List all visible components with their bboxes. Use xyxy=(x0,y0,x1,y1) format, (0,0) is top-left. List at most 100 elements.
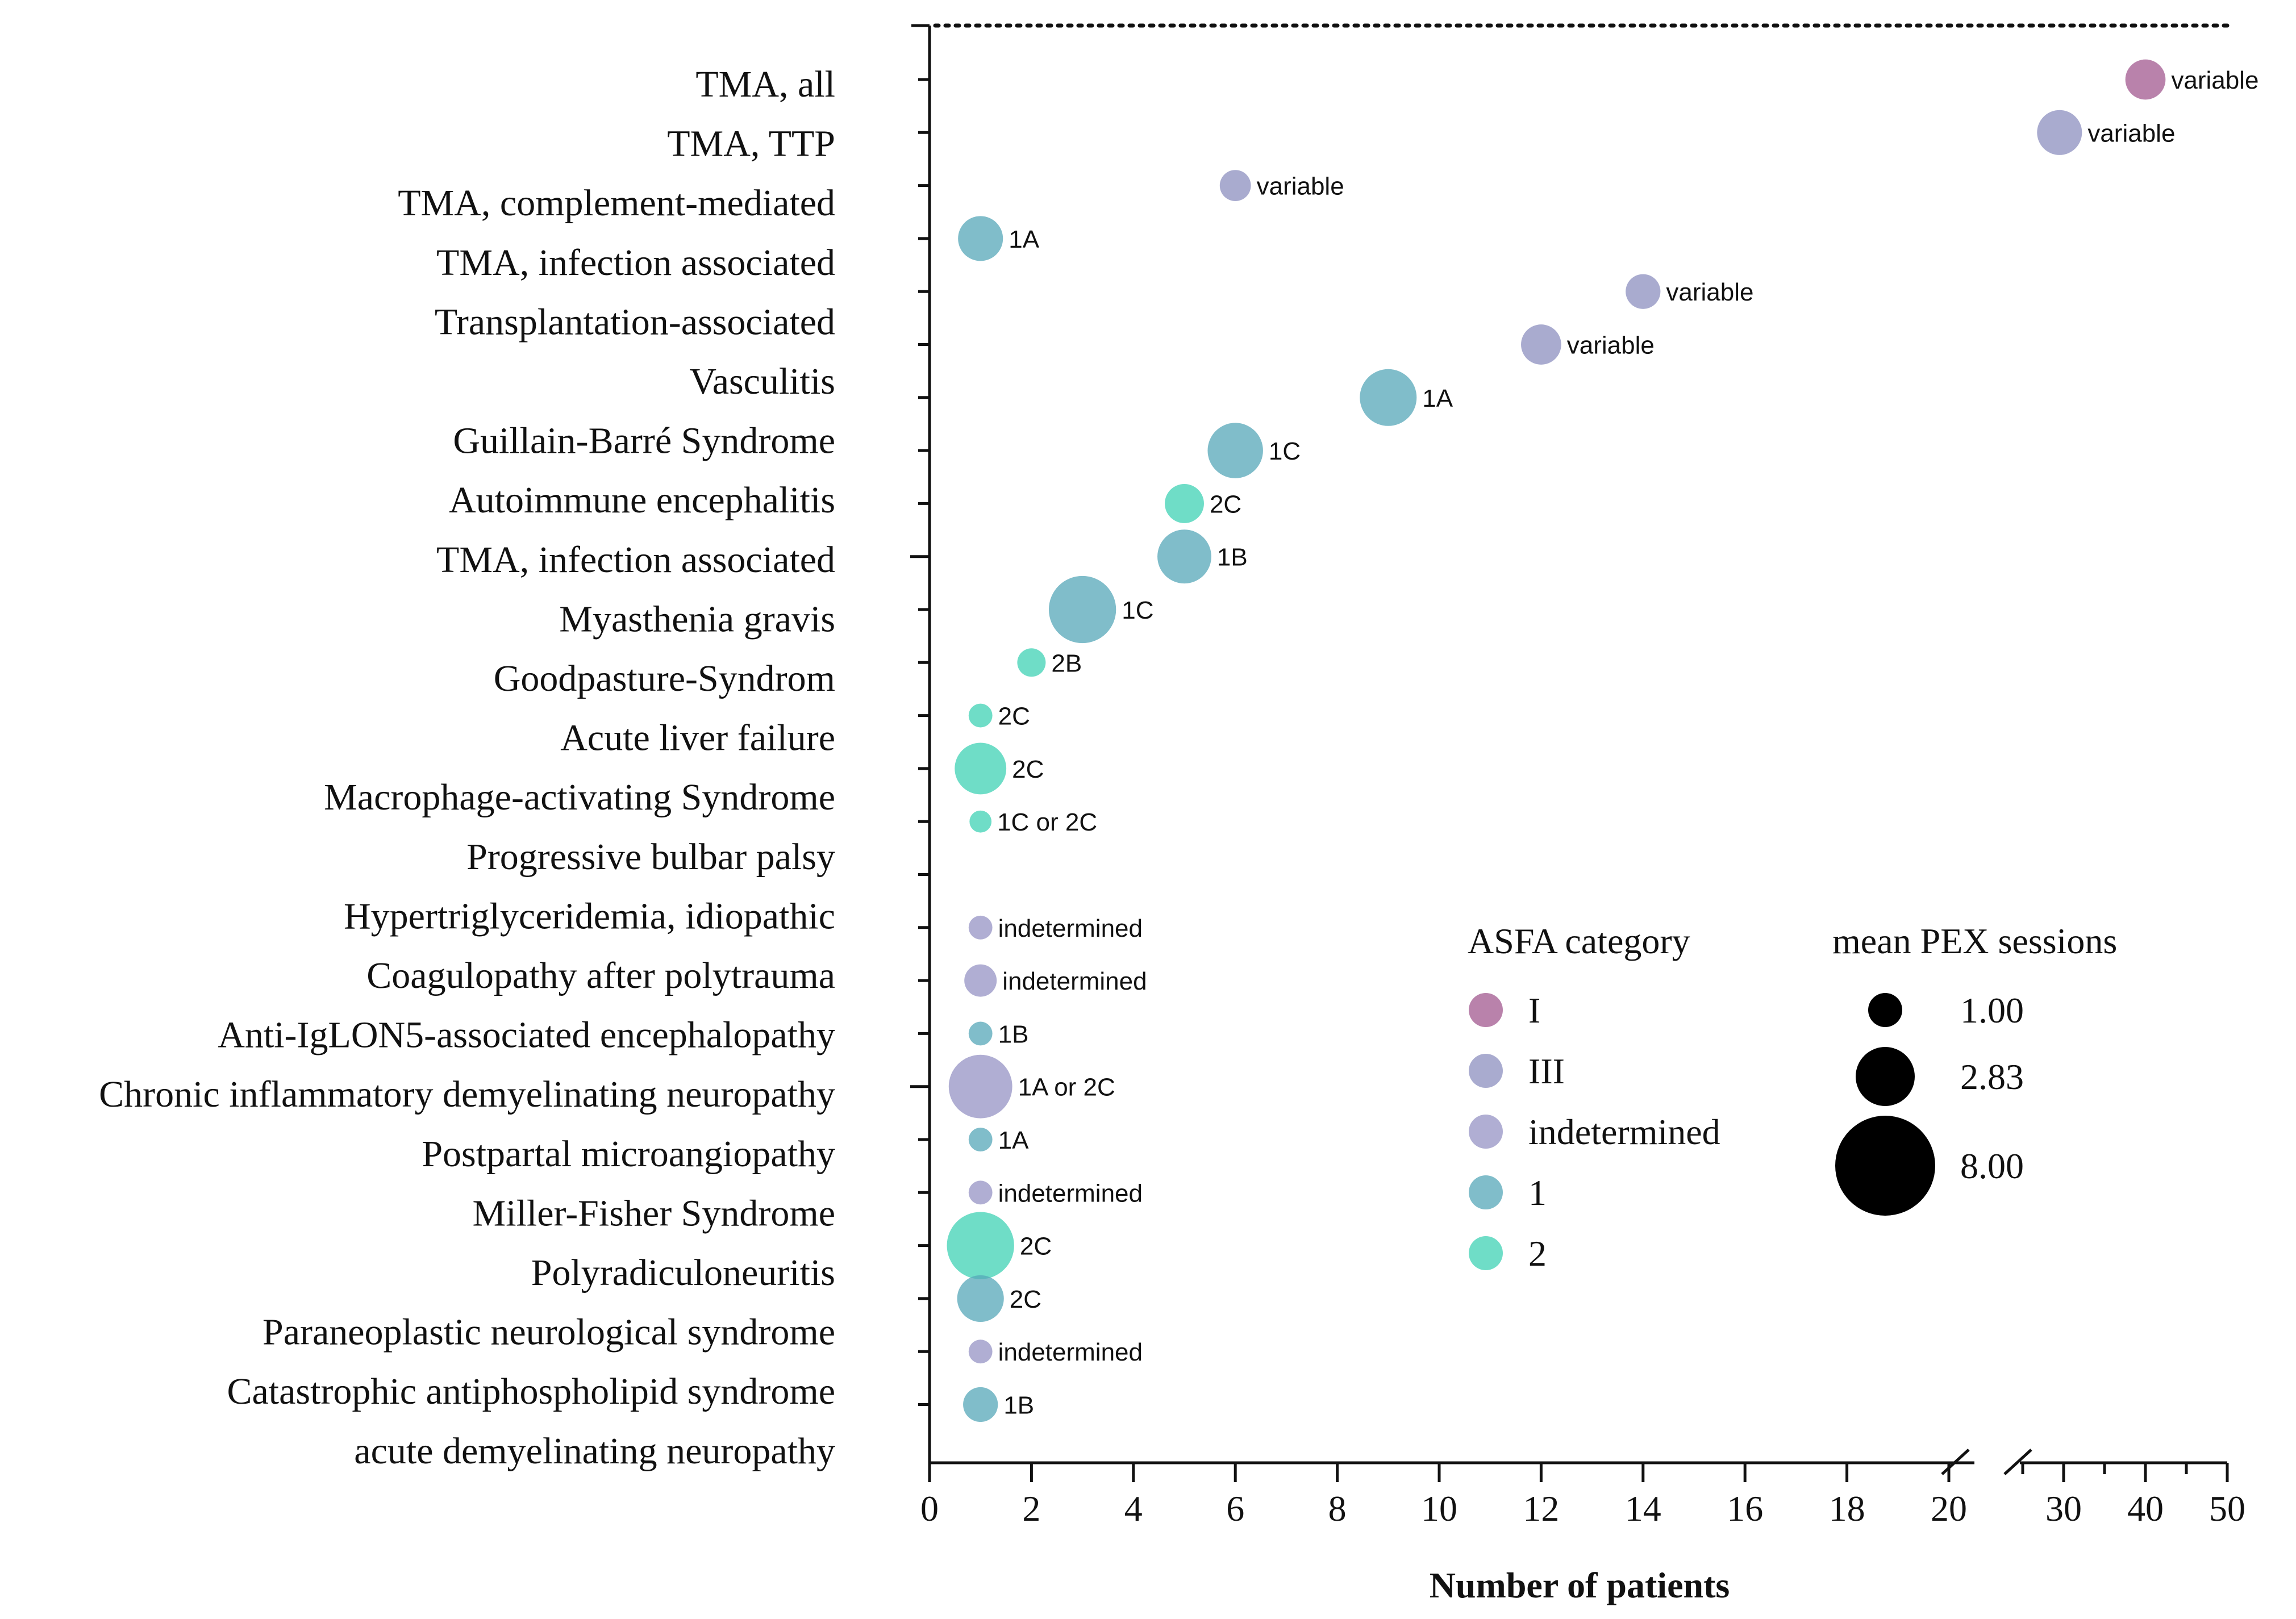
category-label: TMA, complement-mediated xyxy=(398,182,835,224)
legend-color-swatch xyxy=(1469,1236,1503,1270)
category-label: acute demyelinating neuropathy xyxy=(354,1430,835,1472)
legend-color-swatch xyxy=(1469,993,1503,1027)
bubble xyxy=(968,703,993,728)
x-tick-label: 18 xyxy=(1829,1488,1865,1529)
bubble-label: variable xyxy=(1567,332,1655,360)
bubble xyxy=(968,915,993,940)
bubble-label: 2C xyxy=(1020,1233,1052,1261)
bubble xyxy=(968,1128,993,1151)
legend-mean-pex-sessions: mean PEX sessions 1.00 2.83 8.00 xyxy=(1832,921,2117,1216)
bubble-label: 1A xyxy=(998,1126,1029,1154)
bubble xyxy=(968,1340,993,1364)
bubble xyxy=(947,1212,1014,1279)
bubble-label: 1C xyxy=(1122,596,1153,624)
category-label: Chronic inflammatory demyelinating neuro… xyxy=(99,1074,835,1115)
bubble xyxy=(968,1180,993,1205)
category-label: Myasthenia gravis xyxy=(559,598,835,640)
x-tick-label: 2 xyxy=(1022,1488,1040,1529)
bubble-label: 2C xyxy=(1012,756,1044,783)
bubble xyxy=(1207,423,1263,478)
bubble-label: 2B xyxy=(1051,649,1082,677)
category-label: Hypertriglyceridemia, idiopathic xyxy=(344,895,835,937)
bubble-label: indetermined xyxy=(998,1179,1143,1207)
category-label: TMA, infection associated xyxy=(436,539,835,581)
bubble xyxy=(1048,575,1116,644)
x-tick-label: 4 xyxy=(1124,1488,1143,1529)
legend-size-label: 1.00 xyxy=(1960,990,2024,1030)
bubble xyxy=(1360,369,1417,426)
category-label: Vasculitis xyxy=(689,361,835,402)
legend-color-label: 1 xyxy=(1528,1172,1547,1213)
bubble-label: 1B xyxy=(1217,544,1248,571)
bubble xyxy=(955,742,1007,795)
legend-color-swatch xyxy=(1469,1054,1503,1088)
x-tick-label: 10 xyxy=(1421,1488,1457,1529)
bubble-label: indetermined xyxy=(1002,967,1147,995)
legend-size-label: 2.83 xyxy=(1960,1057,2024,1097)
bubble-label: variable xyxy=(2171,66,2259,94)
category-label: Goodpasture-Syndrom xyxy=(494,658,835,699)
category-labels: TMA, all TMA, TTP TMA, complement-mediated… xyxy=(99,64,835,1472)
category-label: Transplantation-associated xyxy=(435,301,835,343)
x-tick-label: 14 xyxy=(1625,1488,1661,1529)
category-label: Postpartal microangiopathy xyxy=(422,1133,835,1175)
category-label: TMA, all xyxy=(695,64,835,105)
bubble-label: 2C xyxy=(1210,490,1241,518)
bubble-label: indetermined xyxy=(998,1338,1143,1366)
category-label: Anti-IgLON5-associated encephalopathy xyxy=(218,1015,835,1056)
bubble xyxy=(957,1275,1004,1322)
bubble-label: variable xyxy=(1666,278,1753,306)
bubbles: variable variable variable 1A variable variab… xyxy=(947,59,2259,1422)
bubble xyxy=(2037,110,2082,155)
category-label: Paraneoplastic neurological syndrome xyxy=(262,1312,835,1353)
bubble-label: variable xyxy=(2087,119,2175,147)
category-label: Macrophage-activating Syndrome xyxy=(324,777,835,818)
category-label: Guillain-Barré Syndrome xyxy=(453,420,835,462)
bubble xyxy=(1157,529,1211,584)
category-label: Coagulopathy after polytrauma xyxy=(366,955,835,996)
legend-size-swatch xyxy=(1868,993,1902,1027)
bubble-label: 2C xyxy=(998,703,1030,731)
bubble xyxy=(964,964,997,997)
bubble xyxy=(969,810,992,833)
legend-size-swatch xyxy=(1835,1116,1935,1216)
bubble-label: 1A or 2C xyxy=(1018,1074,1115,1101)
legend-color-label: indetermined xyxy=(1528,1112,1720,1152)
bubble-label: 1B xyxy=(1003,1392,1034,1420)
x-tick-label: 16 xyxy=(1727,1488,1763,1529)
bubble xyxy=(1165,483,1204,523)
x-tick-label: 8 xyxy=(1328,1488,1347,1529)
y-axis xyxy=(910,23,2230,1463)
bubble xyxy=(958,216,1003,261)
category-label: TMA, TTP xyxy=(667,123,835,165)
bubble xyxy=(963,1387,998,1422)
category-label: TMA, infection associated xyxy=(436,242,835,283)
category-label: Miller-Fisher Syndrome xyxy=(473,1192,835,1234)
x-tick-label: 12 xyxy=(1523,1488,1559,1529)
bubble-label: 1B xyxy=(998,1020,1029,1048)
bubble-label: 1A xyxy=(1009,226,1039,253)
category-label: Progressive bulbar palsy xyxy=(466,836,835,878)
x-tick-label: 0 xyxy=(920,1488,939,1529)
x-tick-label: 50 xyxy=(2209,1488,2245,1529)
legend-color-label: 2 xyxy=(1528,1233,1547,1274)
bubble xyxy=(2125,59,2166,100)
bubble-label: 1A xyxy=(1422,385,1453,412)
legend-size-title: mean PEX sessions xyxy=(1832,921,2117,961)
x-tick-label: 20 xyxy=(1931,1488,1967,1529)
legend-size-swatch xyxy=(1856,1047,1915,1106)
category-label: Polyradiculoneuritis xyxy=(531,1252,835,1293)
bubble-label: 1C or 2C xyxy=(997,808,1097,836)
x-axis: 0 2 4 6 8 10 12 14 16 18 20 30 40 50 Number of patient… xyxy=(920,1449,2245,1605)
bubble xyxy=(1626,274,1661,309)
bubble xyxy=(1219,170,1251,201)
legend-color-title: ASFA category xyxy=(1468,921,1690,961)
bubble xyxy=(1521,324,1561,365)
bubble xyxy=(1017,648,1046,677)
x-tick-label: 30 xyxy=(2045,1488,2082,1529)
bubble xyxy=(948,1054,1012,1119)
bubble-label: indetermined xyxy=(998,915,1143,942)
bubble-label: variable xyxy=(1257,173,1344,201)
